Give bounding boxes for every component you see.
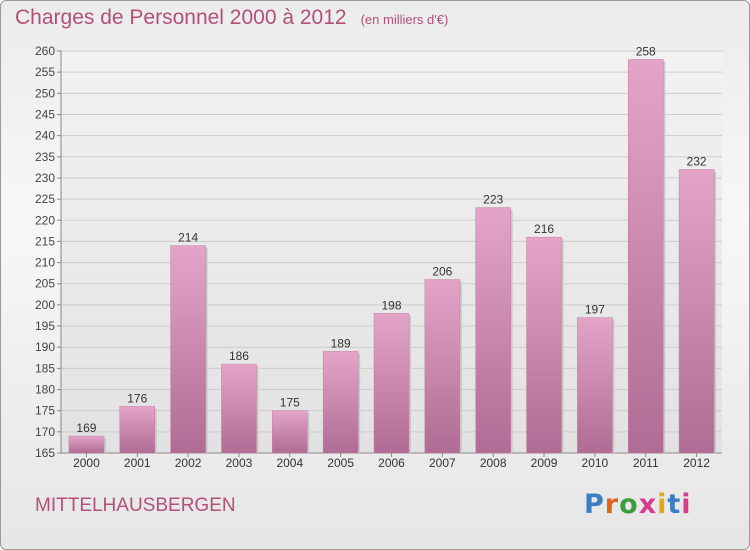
y-tick-label: 200	[35, 298, 55, 312]
y-tick-label: 260	[35, 44, 55, 58]
y-tick-label: 255	[35, 65, 55, 79]
logo-letter: o	[619, 489, 639, 520]
bar-value-label: 189	[331, 336, 351, 350]
bar	[272, 410, 308, 454]
y-tick-label: 190	[35, 340, 55, 354]
y-tick-label: 215	[35, 234, 55, 248]
plot-area: 165 170 175 180 185 190 195 200 205 210 215 220 225 2…	[35, 44, 722, 470]
bar-value-label: 206	[432, 265, 452, 279]
bar	[322, 351, 359, 454]
x-tick-label: 2012	[683, 456, 710, 470]
bar	[221, 363, 257, 454]
x-tick-label: 2005	[327, 456, 354, 470]
bar-value-label: 175	[280, 396, 300, 410]
logo-letter: r	[604, 489, 620, 520]
bar	[424, 279, 461, 454]
bar	[119, 406, 156, 454]
y-tick-label: 225	[35, 192, 55, 206]
bar	[577, 317, 613, 454]
y-tick-label: 210	[35, 256, 55, 270]
y-tick-label: 240	[35, 129, 55, 143]
bar	[475, 207, 511, 454]
y-tick-label: 170	[35, 425, 55, 439]
chart-title: Charges de Personnel 2000 à 2012 (en mill…	[15, 6, 448, 30]
y-tick-label: 165	[35, 446, 55, 460]
x-tick-label: 2003	[226, 456, 253, 470]
bar-value-label: 216	[534, 222, 554, 236]
bar	[170, 245, 206, 454]
y-tick-label: 245	[35, 107, 55, 121]
y-tick-label: 195	[35, 319, 55, 333]
x-tick-label: 2001	[124, 456, 151, 470]
y-tick-label: 235	[35, 150, 55, 164]
bar-value-label: 223	[483, 193, 503, 207]
logo-letter: i	[681, 489, 692, 520]
logo-letter: x	[638, 489, 658, 520]
x-tick-label: 2004	[276, 456, 303, 470]
proxiti-logo: Proxiti	[584, 489, 692, 520]
chart-subtitle: (en milliers d'€)	[360, 12, 449, 27]
y-tick-label: 230	[35, 171, 55, 185]
bar	[526, 236, 562, 454]
x-tick-label: 2009	[531, 456, 558, 470]
y-tick-label: 185	[35, 361, 55, 375]
y-tick-label: 220	[35, 213, 55, 227]
x-tick-label: 2011	[633, 456, 659, 470]
bar	[678, 169, 715, 454]
x-tick-label: 2007	[429, 456, 456, 470]
bar-value-label: 169	[76, 421, 96, 435]
x-tick-label: 2008	[480, 456, 507, 470]
bar-value-label: 197	[585, 303, 605, 317]
commune-name: MITTELHAUSBERGEN	[35, 495, 236, 516]
bar-value-label: 232	[687, 154, 707, 168]
y-tick-label: 250	[35, 86, 55, 100]
y-tick-label: 180	[35, 383, 55, 397]
bar-value-label: 258	[636, 44, 656, 58]
bar-value-label: 176	[127, 391, 147, 405]
bar-value-label: 198	[381, 298, 401, 312]
x-tick-label: 2000	[73, 456, 100, 470]
y-tick-label: 205	[35, 277, 55, 291]
logo-letter: P	[584, 489, 605, 520]
bar-value-label: 214	[178, 231, 198, 245]
logo-letter: i	[657, 489, 668, 520]
bar	[68, 435, 105, 454]
x-tick-label: 2002	[175, 456, 202, 470]
chart-title-text: Charges de Personnel 2000 à 2012	[15, 6, 347, 29]
bar	[373, 313, 410, 454]
x-tick-label: 2006	[378, 456, 405, 470]
bar-value-label: 186	[229, 349, 249, 363]
y-tick-label: 175	[35, 404, 55, 418]
x-tick-label: 2010	[582, 456, 609, 470]
bar	[627, 59, 664, 454]
logo-letter: t	[667, 489, 682, 520]
